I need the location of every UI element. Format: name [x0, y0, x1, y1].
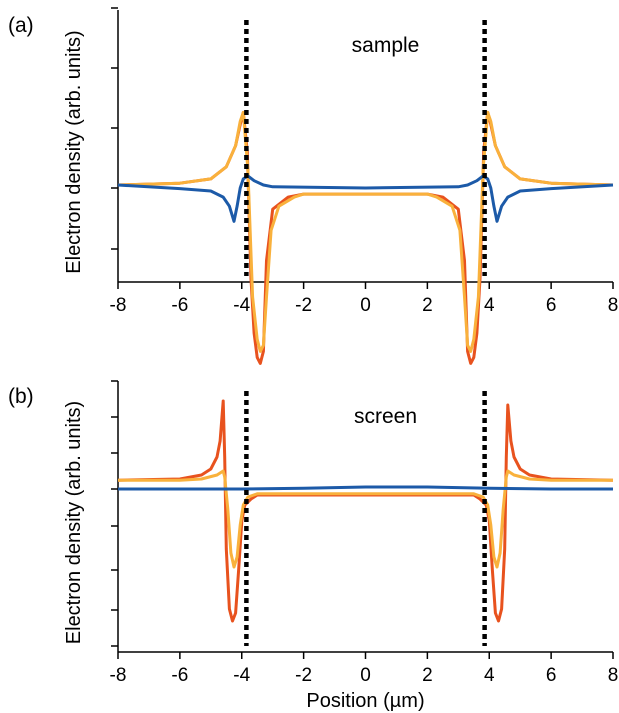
panel-a-x-tick-label: -8: [110, 295, 127, 316]
panel-b-x-axis-title: Position (µm): [306, 690, 424, 712]
panel-b-series-line-2: [118, 485, 613, 491]
panel-b-x-tick-label: 2: [422, 665, 433, 686]
panel-a-title: sample: [352, 34, 420, 57]
panel-b-x-tick-label: -6: [171, 665, 188, 686]
panel-b-x-tick-label: -2: [295, 665, 312, 686]
panel-b-x-tick-label: -8: [110, 665, 127, 686]
panel-b-title: screen: [354, 405, 417, 428]
panel-b-x-tick-label: -4: [233, 665, 250, 686]
panel-a-series-line-0: [117, 110, 614, 365]
panel-a-x-tick-label: -4: [233, 295, 250, 316]
panel-b: -8 -6 -4 -2 0 2 4 6 8 (b) screen Electron density (…: [8, 380, 619, 712]
panel-a-series-line-2: [117, 174, 614, 223]
panel-a-x-tick-label: 2: [422, 295, 433, 316]
panel-a-series-line-1: [117, 110, 614, 353]
panel-b-series-line-1: [118, 469, 613, 569]
panel-b-x-tick-label: 4: [484, 665, 495, 686]
panel-a-x-tick-label: 8: [608, 295, 619, 316]
panel-a-x-tick-label: 4: [484, 295, 495, 316]
panel-a-y-axis-title: Electron density (arb. units): [63, 30, 85, 273]
panel-b-label: (b): [8, 385, 34, 408]
panel-a-x-tick-label: -6: [171, 295, 188, 316]
panel-b-series-line-0: [117, 399, 614, 623]
panel-b-x-tick-label: 8: [608, 665, 619, 686]
panel-a-label: (a): [8, 14, 34, 37]
panel-b-x-tick-label: 6: [546, 665, 557, 686]
panel-a-x-tick-label: -2: [295, 295, 312, 316]
panel-a-x-tick-label: 0: [360, 295, 371, 316]
panel-b-y-axis-title: Electron density (arb. units): [63, 401, 85, 644]
panel-a: -8 -6 -4 -2 0 2 4 6 8 (a) sample Electron density (…: [8, 7, 619, 365]
panel-a-x-tick-label: 6: [546, 295, 557, 316]
panel-b-x-tick-label: 0: [360, 665, 371, 686]
